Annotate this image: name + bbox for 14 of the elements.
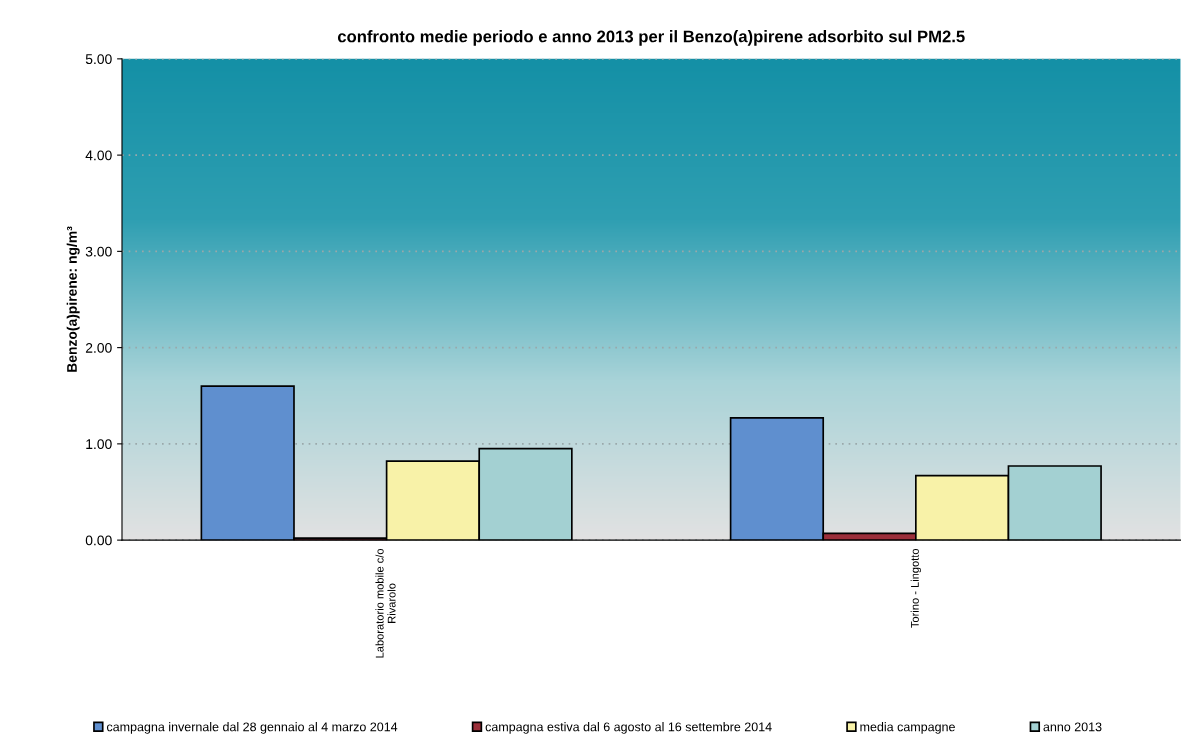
legend-label: media campagne [860, 722, 955, 734]
legend-label: anno 2013 [1043, 722, 1102, 732]
y-tick-label: 2.00 [85, 342, 112, 353]
y-tick-label: 3.00 [85, 246, 112, 257]
y-axis-title: Benzo(a)pirene: ng/m³ [66, 226, 80, 372]
chart-title: confronto medie periodo e anno 2013 per il Benzo(a)pirene adsorbito sul PM2.5 [337, 30, 965, 46]
x-tick-label: Torino - Lingotto [910, 548, 922, 628]
x-tick-label: Laboratorio mobile c/o Rivarolo [375, 548, 396, 658]
y-tick-label: 4.00 [85, 150, 112, 161]
y-tick-label: 0.00 [85, 535, 112, 546]
legend-label: campagna estiva dal 6 agosto al 16 settembre 2014 [485, 722, 772, 734]
y-tick-label: 5.00 [85, 54, 112, 65]
y-tick-label: 1.00 [86, 439, 112, 450]
legend-label: campagna invernale dal 28 gennaio al 4 marzo 2014 [106, 722, 398, 734]
